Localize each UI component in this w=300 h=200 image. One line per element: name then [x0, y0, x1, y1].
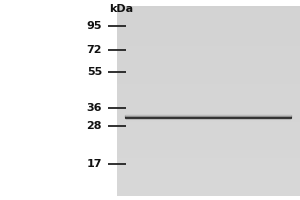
- Bar: [117, 11, 300, 13]
- Bar: [117, 82, 300, 84]
- Bar: [117, 184, 300, 186]
- Bar: [117, 193, 300, 196]
- Bar: [117, 58, 300, 61]
- Bar: [117, 98, 300, 101]
- Bar: [117, 191, 300, 194]
- Bar: [117, 110, 300, 113]
- Bar: [117, 41, 300, 44]
- Bar: [117, 115, 300, 118]
- Bar: [117, 108, 300, 110]
- Bar: [117, 122, 300, 125]
- Bar: [117, 22, 300, 25]
- Bar: [117, 25, 300, 27]
- Bar: [117, 30, 300, 32]
- Bar: [117, 134, 300, 137]
- Bar: [117, 129, 300, 132]
- Bar: [117, 63, 300, 65]
- Bar: [117, 32, 300, 34]
- Bar: [117, 44, 300, 46]
- Bar: [117, 177, 300, 179]
- Bar: [117, 84, 300, 87]
- Bar: [117, 189, 300, 191]
- Text: 36: 36: [86, 103, 102, 113]
- Bar: [117, 60, 300, 63]
- Text: 17: 17: [86, 159, 102, 169]
- Bar: [117, 94, 300, 96]
- Bar: [117, 20, 300, 23]
- Bar: [117, 79, 300, 82]
- Text: kDa: kDa: [110, 4, 134, 14]
- Text: 28: 28: [86, 121, 102, 131]
- Bar: [117, 160, 300, 163]
- Bar: [117, 103, 300, 106]
- Bar: [117, 144, 300, 146]
- Bar: [117, 136, 300, 139]
- Bar: [117, 132, 300, 134]
- Bar: [117, 155, 300, 158]
- Bar: [117, 27, 300, 30]
- Bar: [117, 141, 300, 144]
- Bar: [117, 72, 300, 75]
- Bar: [117, 34, 300, 37]
- Bar: [117, 120, 300, 122]
- Bar: [117, 39, 300, 42]
- Bar: [117, 125, 300, 127]
- Text: 72: 72: [86, 45, 102, 55]
- Bar: [117, 96, 300, 99]
- Bar: [117, 106, 300, 108]
- Bar: [117, 174, 300, 177]
- Bar: [117, 146, 300, 148]
- Bar: [117, 70, 300, 73]
- Bar: [117, 170, 300, 172]
- Bar: [117, 77, 300, 80]
- Bar: [117, 6, 300, 8]
- Bar: [117, 165, 300, 168]
- Bar: [117, 148, 300, 151]
- Bar: [117, 91, 300, 94]
- Bar: [117, 75, 300, 77]
- Text: 95: 95: [86, 21, 102, 31]
- Bar: [117, 139, 300, 141]
- Bar: [117, 87, 300, 89]
- Bar: [117, 13, 300, 16]
- Bar: [117, 49, 300, 51]
- Bar: [117, 18, 300, 20]
- Bar: [117, 186, 300, 189]
- Bar: [117, 68, 300, 70]
- Bar: [117, 153, 300, 156]
- Bar: [117, 37, 300, 39]
- Bar: [117, 158, 300, 160]
- Bar: [117, 163, 300, 165]
- Bar: [117, 15, 300, 18]
- Bar: [117, 56, 300, 58]
- Bar: [117, 8, 300, 11]
- Bar: [117, 101, 300, 103]
- Bar: [117, 51, 300, 53]
- Bar: [117, 182, 300, 184]
- Bar: [117, 151, 300, 153]
- Bar: [117, 167, 300, 170]
- Text: 55: 55: [87, 67, 102, 77]
- Bar: [117, 117, 300, 120]
- Bar: [117, 65, 300, 68]
- Bar: [117, 179, 300, 182]
- Bar: [117, 172, 300, 175]
- Bar: [117, 89, 300, 92]
- Bar: [117, 113, 300, 115]
- Bar: [117, 53, 300, 56]
- Bar: [117, 127, 300, 130]
- Bar: [117, 46, 300, 49]
